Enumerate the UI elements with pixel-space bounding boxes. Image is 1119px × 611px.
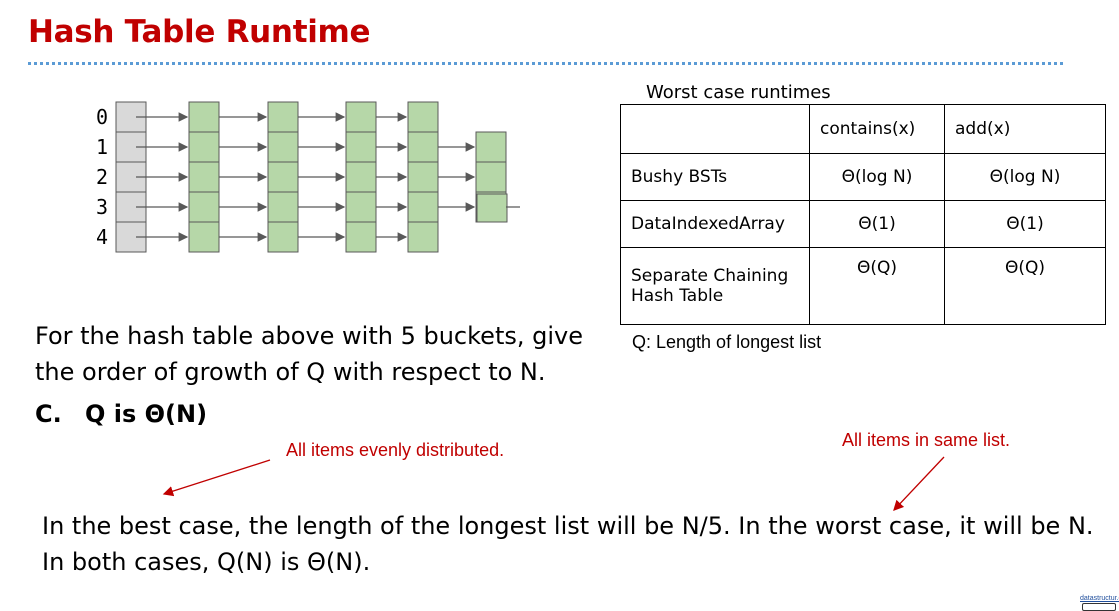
answer-text: Q is Θ(N) [85,400,208,428]
list-node [407,161,439,193]
list-node [267,131,299,163]
table-caption: Worst case runtimes [646,82,831,103]
bucket-index: 3 [96,195,108,219]
annotation-arrow-right [893,456,945,511]
row-contains: Θ(Q) [809,247,945,325]
list-node [267,101,299,133]
list-node [407,191,439,223]
list-node [345,101,377,133]
annotation-best-case: All items evenly distributed. [286,440,505,460]
list-node [345,191,377,223]
list-node [407,221,439,253]
list-node [475,131,507,163]
list-node [476,193,508,223]
table-row: Separate Chaining Hash Table Θ(Q) Θ(Q) [620,247,1106,325]
row-add: Θ(Q) [944,247,1106,325]
table-row: Bushy BSTs Θ(log N) Θ(log N) [620,153,1106,201]
question-line: the order of growth of Q with respect to… [35,358,546,386]
list-node [188,131,220,163]
table-header-row: contains(x) add(x) [620,104,1106,154]
row-name: Separate Chaining Hash Table [620,247,810,325]
bucket-index: 4 [96,225,108,249]
list-node [188,221,220,253]
explanation-text: In the best case, the length of the long… [42,512,1094,576]
annotation-arrow-left [162,459,271,497]
header-cell-add: add(x) [944,104,1106,154]
header-cell-contains: contains(x) [809,104,945,154]
list-node [188,161,220,193]
question-text: For the hash table above with 5 buckets,… [35,318,635,390]
list-node [188,101,220,133]
question-line: For the hash table above with 5 buckets,… [35,322,583,350]
page-title: Hash Table Runtime [28,14,371,50]
site-logo: datastructur.es [1080,595,1119,602]
row-add: Θ(1) [944,200,1106,248]
bucket-index: 2 [96,165,108,189]
row-name: Bushy BSTs [620,153,810,201]
table-footnote: Q: Length of longest list [632,332,822,352]
list-node [345,221,377,253]
row-contains: Θ(1) [809,200,945,248]
row-add: Θ(log N) [944,153,1106,201]
bucket-index: 0 [96,105,108,129]
list-node [407,131,439,163]
license-badge-icon [1082,603,1116,611]
list-node [407,101,439,133]
runtime-table: contains(x) add(x) Bushy BSTs Θ(log N) Θ… [620,104,1106,325]
hash-table-diagram: 0 1 2 3 4 [96,101,520,253]
title-divider [28,62,1063,65]
answer: C. Q is Θ(N) [35,400,207,428]
list-node [267,191,299,223]
bucket-index: 1 [96,135,108,159]
list-node [345,131,377,163]
list-node [267,161,299,193]
answer-option: C. [35,400,62,428]
list-node [267,221,299,253]
annotation-worst-case: All items in same list. [842,430,1011,450]
